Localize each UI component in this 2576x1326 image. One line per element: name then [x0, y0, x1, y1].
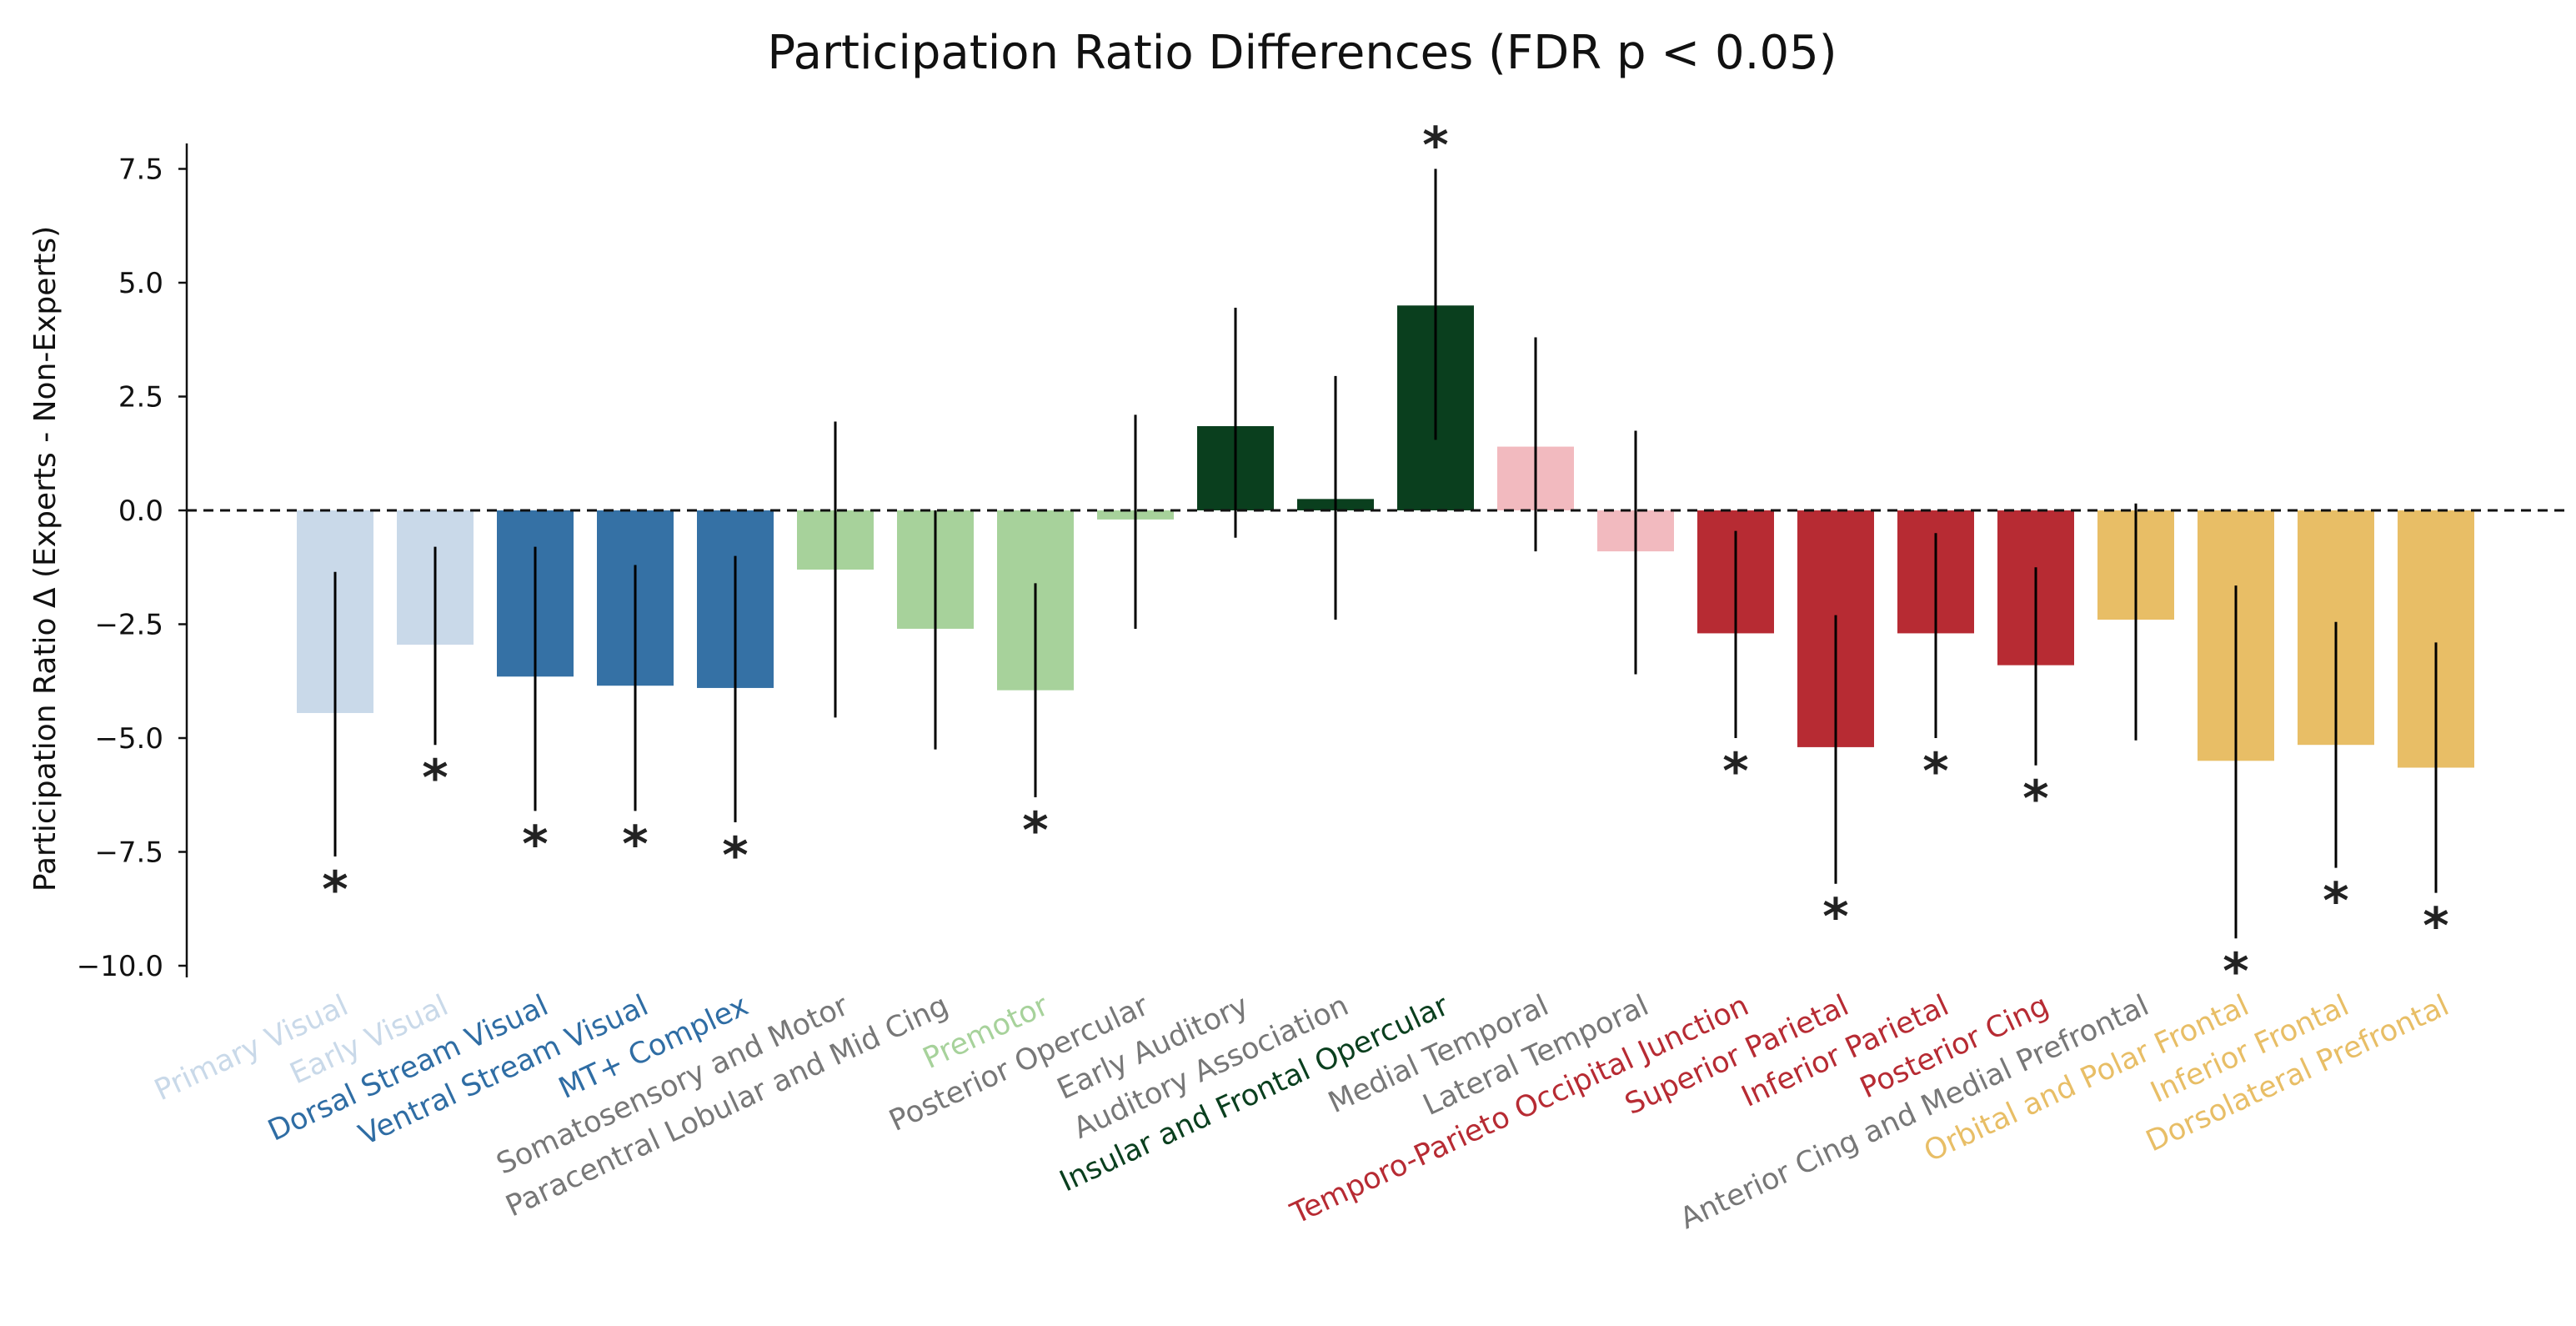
significance-star-0: *	[322, 861, 348, 919]
y-tick-label: 7.5	[118, 153, 163, 187]
y-tick-label: −2.5	[94, 609, 163, 642]
y-tick-label: −10.0	[77, 950, 163, 983]
y-tick-label: 2.5	[118, 381, 163, 414]
y-tick-label: 0.0	[118, 495, 163, 528]
y-tick-label: 5.0	[118, 267, 163, 300]
significance-star-17: *	[2022, 770, 2048, 828]
chart-title: Participation Ratio Differences (FDR p <…	[767, 26, 1837, 80]
significance-star-14: *	[1722, 742, 1748, 801]
significance-star-20: *	[2323, 872, 2348, 931]
significance-star-19: *	[2223, 942, 2248, 1001]
significance-star-7: *	[1022, 801, 1048, 860]
y-tick-label: −5.0	[94, 722, 163, 756]
significance-star-3: *	[622, 815, 648, 873]
y-tick-label: −7.5	[94, 836, 163, 870]
y-axis-ticks: 7.5 5.0 2.5 0.0 −2.5 −5.0 −7.5 −10.0	[77, 153, 187, 983]
significance-star-15: *	[1822, 888, 1848, 947]
significance-star-21: *	[2423, 897, 2448, 956]
significance-star-2: *	[522, 815, 548, 873]
significance-star-1: *	[422, 749, 448, 807]
significance-star-4: *	[722, 826, 748, 885]
significance-markers: * * * * * * * * * * * * * *	[322, 117, 2448, 1002]
significance-star-16: *	[1922, 742, 1948, 801]
bars	[297, 305, 2474, 768]
significance-star-11: *	[1422, 117, 1448, 175]
error-bars	[333, 168, 2438, 939]
y-axis-title: Participation Ratio Δ (Experts - Non-Exp…	[28, 226, 63, 892]
